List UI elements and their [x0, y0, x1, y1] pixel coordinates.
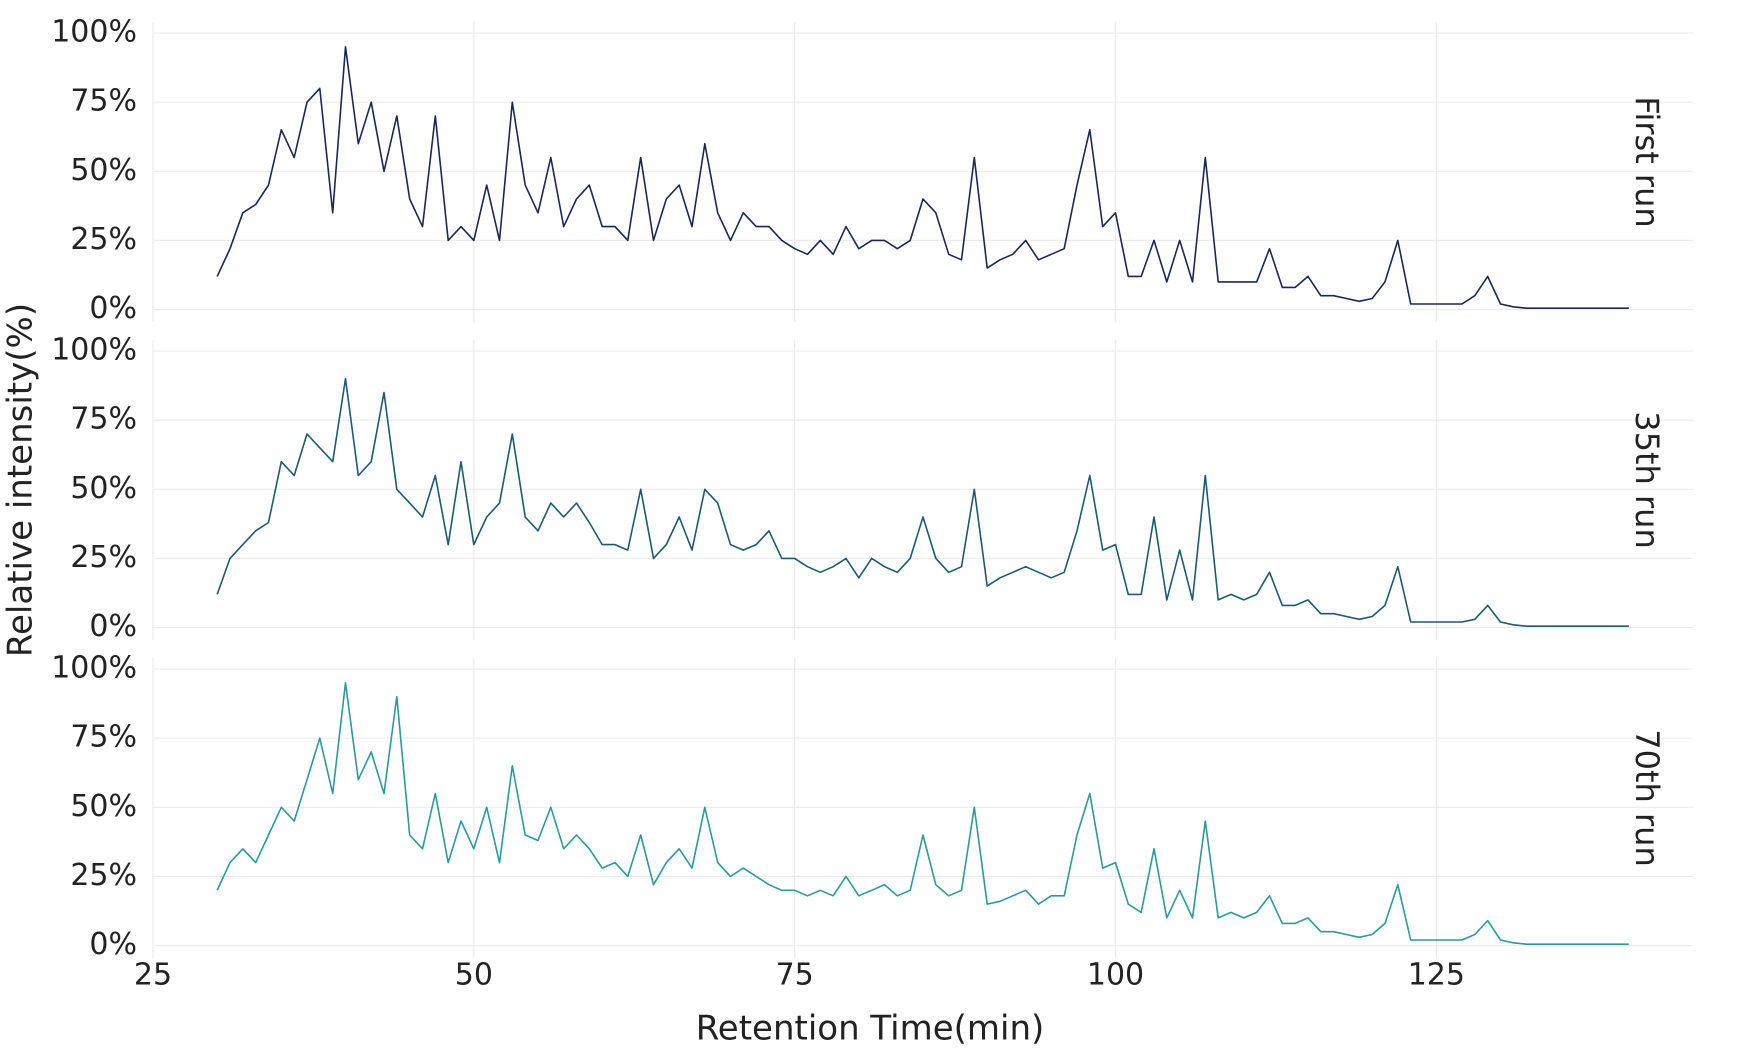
facet-label: 35th run — [1628, 411, 1666, 548]
y-tick-label: 0% — [89, 609, 137, 644]
x-tick-label: 50 — [455, 958, 493, 993]
x-tick-label: 100 — [1087, 958, 1144, 993]
x-tick-label: 75 — [776, 958, 814, 993]
facet-label: 70th run — [1628, 729, 1666, 866]
y-tick-label: 100% — [51, 15, 137, 50]
y-tick-label: 75% — [70, 720, 137, 755]
y-tick-label: 25% — [70, 222, 137, 257]
y-tick-label: 0% — [89, 927, 137, 962]
y-tick-label: 25% — [70, 540, 137, 575]
y-tick-label: 100% — [51, 651, 137, 686]
y-axis-title: Relative intensity(%) — [1, 303, 41, 657]
data-line — [216, 682, 1629, 945]
x-tick-label: 125 — [1408, 958, 1465, 993]
data-line — [216, 46, 1629, 309]
y-tick-label: 0% — [89, 291, 137, 326]
y-tick-label: 50% — [70, 471, 137, 506]
facet-label: First run — [1628, 96, 1666, 227]
y-tick-label: 50% — [70, 789, 137, 824]
y-tick-label: 50% — [70, 153, 137, 188]
y-tick-label: 75% — [70, 84, 137, 119]
data-line — [216, 377, 1629, 627]
x-axis-title: Retention Time(min) — [696, 1009, 1045, 1049]
x-tick-label: 25 — [134, 958, 172, 993]
y-tick-label: 75% — [70, 402, 137, 437]
y-tick-label: 25% — [70, 858, 137, 893]
y-tick-label: 100% — [51, 333, 137, 368]
